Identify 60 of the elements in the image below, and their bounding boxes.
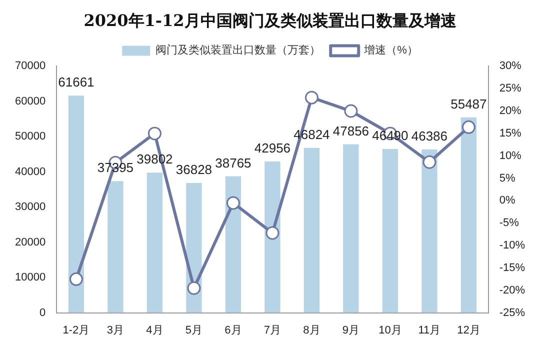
data-label: 36828: [176, 162, 212, 178]
point: [148, 126, 162, 140]
point: [422, 155, 436, 169]
bar: [68, 96, 84, 313]
x-tick-label: 3月: [106, 324, 124, 336]
x-tick-label: 6月: [224, 324, 242, 336]
chart-title: 2020年1-12月中国阀门及类似装置出口数量及增速: [84, 10, 458, 30]
y2-tick-label: 10%: [499, 150, 522, 162]
data-label: 38765: [215, 155, 252, 170]
y2-tick-label: -10%: [499, 240, 526, 252]
y2-tick-label: -20%: [499, 284, 526, 296]
x-tick-label: 8月: [303, 324, 320, 336]
y-tick-label: 50000: [14, 130, 46, 143]
legend-label: 增速（%）: [363, 44, 418, 57]
data-label: 61661: [58, 74, 94, 90]
point: [69, 272, 83, 286]
x-tick-label: 12月: [457, 324, 480, 336]
point: [304, 90, 318, 104]
bar: [422, 149, 438, 313]
x-tick-label: 11月: [418, 324, 441, 336]
y-tick-label: 10000: [14, 272, 46, 284]
data-label: 55487: [450, 96, 487, 112]
y2-tick-label: 15%: [499, 127, 522, 140]
point: [266, 226, 280, 240]
x-tick-label: 1-2月: [62, 324, 90, 336]
data-label: 47856: [332, 123, 370, 138]
y2-tick-label: 5%: [499, 172, 516, 184]
y2-tick-label: -25%: [499, 306, 526, 319]
bar: [460, 117, 477, 313]
y-tick-label: 40000: [14, 166, 46, 178]
y-tick-label: 30000: [14, 201, 46, 214]
bar: [382, 149, 398, 313]
y2-tick-label: 30%: [499, 60, 522, 72]
point: [187, 281, 201, 295]
data-label: 42956: [254, 140, 291, 156]
y-tick-label: 60000: [14, 95, 46, 108]
y-tick-label: 0: [39, 306, 46, 319]
y2-tick-label: 25%: [499, 82, 522, 95]
point: [462, 120, 476, 134]
x-tick-label: 9月: [342, 324, 360, 336]
x-tick-label: 4月: [146, 324, 164, 336]
x-tick-label: 10月: [378, 324, 402, 336]
point: [344, 104, 358, 118]
y-tick-label: 20000: [14, 236, 46, 248]
bar: [304, 148, 320, 313]
y2-tick-label: -5%: [499, 217, 520, 230]
y-tick-label: 70000: [14, 60, 46, 72]
bar: [146, 172, 163, 313]
point: [226, 196, 240, 210]
y2-tick-label: -15%: [499, 262, 526, 274]
bar: [108, 181, 124, 313]
x-tick-label: 7月: [264, 324, 282, 336]
y2-tick-label: 0%: [499, 194, 516, 207]
y2-tick-label: 20%: [499, 105, 522, 118]
x-tick-label: 5月: [185, 324, 203, 336]
legend-label: 阀门及类似装置出口数量（万套）: [156, 44, 321, 57]
bar: [343, 144, 359, 313]
bar: [264, 161, 280, 313]
bar: [225, 176, 242, 313]
data-label: 46386: [411, 128, 448, 144]
